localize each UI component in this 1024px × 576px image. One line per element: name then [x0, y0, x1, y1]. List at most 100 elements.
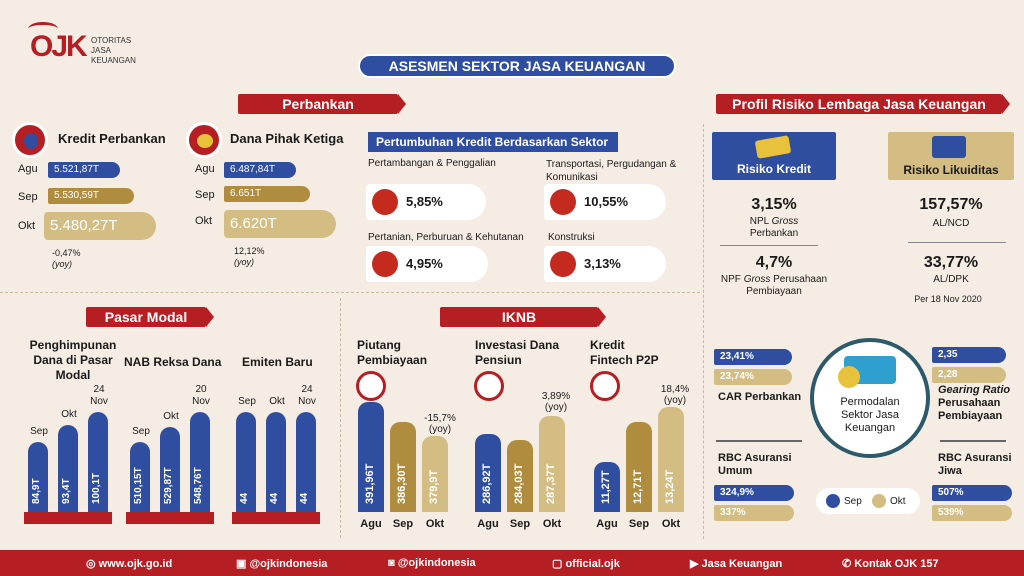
- dpk-icon: [186, 122, 222, 158]
- gearing-label-2: Perusahaan Pembiayaan: [938, 397, 1003, 422]
- npf-value: 4,7%: [755, 254, 793, 271]
- alncd-value: 157,57%: [919, 196, 983, 213]
- dpk-growth: 12,12%: [234, 246, 265, 256]
- permodalan-title: Permodalan Sektor Jasa Keuangan: [840, 396, 900, 434]
- iknb-growth-2-note: (yoy): [544, 402, 568, 413]
- fintech-icon: [590, 371, 620, 401]
- legend: Sep Okt: [816, 488, 920, 514]
- iknb-bar: [475, 434, 501, 512]
- youtube-link-text: Jasa Keuangan: [701, 558, 783, 570]
- kredit-note: (yoy): [52, 259, 72, 269]
- rbc-jiwa-okt: 539%: [932, 505, 1012, 521]
- pm-title-2: NAB Reksa Dana: [124, 355, 222, 369]
- pm-x-label: Okt: [163, 410, 179, 422]
- iknb-bar: [422, 436, 448, 512]
- pm-bar: [130, 442, 150, 512]
- divider-v-right: [703, 124, 704, 539]
- car-okt: 23,74%: [714, 369, 792, 385]
- call-link[interactable]: ✆ Kontak OJK 157: [842, 557, 939, 570]
- iknb-x-label: Okt: [542, 518, 562, 530]
- instagram-link[interactable]: ◙ @ojkindonesia: [388, 557, 476, 569]
- pm-title-3: Emiten Baru: [242, 355, 313, 369]
- youtube-link[interactable]: ▶ Jasa Keuangan: [690, 557, 782, 570]
- iknb-bar: [626, 421, 652, 512]
- iknb-x-label: Sep: [628, 518, 650, 530]
- pm-x-label: 24 Nov: [90, 384, 108, 407]
- aldpk-label: AL/DPK: [933, 274, 969, 285]
- pasar-modal-base: [232, 512, 320, 524]
- credit-card-icon: [754, 135, 792, 159]
- iknb-growth-3-value: 18,4%: [660, 384, 690, 395]
- sektor-label-1: Pertambangan & Penggalian: [368, 158, 496, 169]
- permodalan-circle: Permodalan Sektor Jasa Keuangan: [810, 338, 930, 458]
- dpk-pill-okt: 6.620T: [224, 210, 336, 238]
- construction-icon: [550, 251, 576, 277]
- alncd-label: AL/NCD: [932, 218, 970, 229]
- iknb-bar-label: 379,9T: [428, 469, 440, 504]
- iknb-bar: [594, 462, 620, 512]
- pm-x-label: 20 Nov: [192, 384, 210, 407]
- pasar-modal-header: Pasar Modal: [86, 307, 214, 327]
- ojk-logo: OJK OTORITAS JASA KEUANGAN: [28, 22, 148, 72]
- kredit-month-1: Agu: [18, 163, 38, 175]
- npl-label: NPL Gross Perbankan: [712, 216, 836, 240]
- iknb-bar: [539, 416, 565, 512]
- iknb-bar-label: 284,03T: [513, 463, 525, 504]
- iknb-x-label: Okt: [661, 518, 681, 530]
- iknb-bar: [358, 402, 384, 512]
- iknb-x-label: Sep: [392, 518, 414, 530]
- car-label: CAR Perbankan: [718, 391, 802, 403]
- globe-icon: ◎: [86, 558, 99, 570]
- dpk-note: (yoy): [234, 257, 254, 267]
- legend-sep-label: Sep: [844, 496, 862, 507]
- calculator-icon: [932, 136, 966, 158]
- dpk-pill-sep: 6.651T: [224, 186, 310, 202]
- kredit-pill-sep: 5.530,59T: [48, 188, 134, 204]
- risiko-kredit-title: Risiko Kredit: [736, 162, 811, 176]
- call-link-text: Kontak OJK 157: [854, 558, 939, 570]
- sektor-label-2: Transportasi, Pergudangan & Komunikasi: [546, 159, 677, 183]
- dpk-month-2: Sep: [195, 189, 215, 201]
- profil-header: Profil Risiko Lembaga Jasa Keuangan: [716, 94, 1010, 114]
- iknb-x-label: Agu: [360, 518, 382, 530]
- rbc-umum-sep: 324,9%: [714, 485, 794, 501]
- web-link[interactable]: ◎ www.ojk.go.id: [86, 557, 172, 570]
- iknb-title-1: Piutang Pembiayaan: [357, 338, 428, 367]
- instagram-link-text: @ojkindonesia: [397, 557, 476, 569]
- twitter-link[interactable]: ▣ @ojkindonesia: [236, 557, 327, 570]
- legend-sep-swatch: [826, 494, 840, 508]
- risiko-likuiditas-card: Risiko Likuiditas: [888, 132, 1014, 180]
- iknb-bar-label: 13,24T: [664, 469, 676, 504]
- rbc-jiwa-sep: 507%: [932, 485, 1012, 501]
- perbankan-header: Perbankan: [238, 94, 406, 114]
- kredit-month-3: Okt: [18, 220, 36, 232]
- kredit-pill-okt: 5.480,27T: [44, 212, 156, 240]
- iknb-growth-3-note: (yoy): [663, 395, 687, 406]
- dpk-month-1: Agu: [195, 163, 215, 175]
- npl-label-a: NPL: [749, 216, 769, 227]
- twitter-icon: ▣: [236, 558, 250, 570]
- iknb-growth-3: 18,4% (yoy): [655, 384, 695, 406]
- page-title: ASESMEN SEKTOR JASA KEUANGAN: [358, 54, 676, 78]
- rbc-divider-r: [940, 440, 1006, 442]
- gearing-sep: 2,35: [932, 347, 1006, 363]
- sektor-label-4: Konstruksi: [548, 232, 595, 243]
- likuiditas-note: Per 18 Nov 2020: [914, 294, 982, 304]
- iknb-growth-2-value: 3,89%: [541, 391, 571, 402]
- pm-x-label: Sep: [132, 426, 150, 437]
- mining-icon: [372, 189, 398, 215]
- iknb-bar-label: 11,27T: [600, 470, 612, 504]
- rbc-umum-label: RBC Asuransi Umum: [718, 452, 792, 477]
- kredit-growth: -0,47%: [52, 248, 81, 258]
- iknb-bar: [658, 407, 684, 512]
- pasar-modal-base: [24, 512, 112, 524]
- dpk-title: Dana Pihak Ketiga: [230, 131, 344, 146]
- gearing-okt: 2,28: [932, 367, 1006, 383]
- iknb-title-2: Investasi Dana Pensiun: [475, 338, 560, 367]
- youtube-icon: ▶: [690, 558, 702, 570]
- iknb-x-label: Sep: [509, 518, 531, 530]
- iknb-bar-label: 286,92T: [481, 463, 493, 504]
- phone-icon: ✆: [842, 558, 855, 570]
- instagram-icon: ◙: [388, 557, 398, 569]
- facebook-link[interactable]: ▢ official.ojk: [552, 557, 620, 570]
